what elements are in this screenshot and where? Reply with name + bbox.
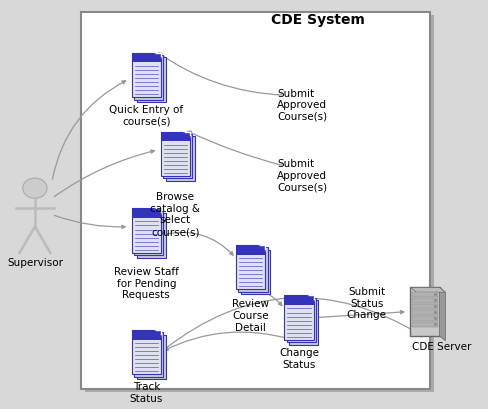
FancyBboxPatch shape [134, 55, 163, 99]
FancyBboxPatch shape [239, 247, 267, 292]
Text: Track
Status: Track Status [130, 382, 163, 404]
Polygon shape [410, 288, 446, 292]
FancyBboxPatch shape [285, 295, 314, 340]
Polygon shape [440, 288, 446, 341]
FancyBboxPatch shape [137, 335, 166, 379]
Text: CDE Server: CDE Server [412, 342, 472, 352]
FancyBboxPatch shape [163, 134, 192, 178]
FancyBboxPatch shape [412, 310, 438, 315]
FancyBboxPatch shape [412, 292, 438, 297]
FancyBboxPatch shape [85, 16, 434, 392]
Circle shape [23, 178, 47, 198]
FancyBboxPatch shape [412, 304, 438, 308]
FancyBboxPatch shape [412, 322, 438, 326]
Text: CDE System: CDE System [271, 13, 366, 27]
FancyBboxPatch shape [132, 330, 161, 339]
FancyBboxPatch shape [287, 298, 316, 342]
FancyBboxPatch shape [132, 53, 161, 63]
Text: Submit
Approved
Course(s): Submit Approved Course(s) [277, 89, 327, 122]
FancyBboxPatch shape [285, 295, 314, 305]
FancyBboxPatch shape [412, 316, 438, 321]
FancyBboxPatch shape [289, 300, 318, 345]
Text: Submit
Approved
Course(s): Submit Approved Course(s) [277, 160, 327, 193]
FancyBboxPatch shape [236, 245, 265, 255]
FancyBboxPatch shape [410, 288, 440, 336]
Text: Supervisor: Supervisor [7, 258, 63, 268]
FancyBboxPatch shape [132, 53, 161, 97]
FancyBboxPatch shape [81, 12, 430, 389]
FancyBboxPatch shape [161, 132, 190, 176]
Text: Quick Entry of
course(s): Quick Entry of course(s) [109, 105, 183, 127]
FancyBboxPatch shape [166, 136, 195, 181]
FancyBboxPatch shape [132, 209, 161, 253]
FancyBboxPatch shape [412, 298, 438, 303]
FancyBboxPatch shape [137, 58, 166, 102]
FancyBboxPatch shape [241, 250, 270, 294]
FancyBboxPatch shape [132, 330, 161, 374]
FancyBboxPatch shape [134, 332, 163, 377]
Text: Submit
Status
Change: Submit Status Change [347, 287, 387, 320]
FancyBboxPatch shape [137, 213, 166, 258]
FancyBboxPatch shape [134, 211, 163, 255]
Text: Browse
catalog &
select
course(s): Browse catalog & select course(s) [150, 192, 201, 237]
FancyBboxPatch shape [236, 245, 265, 290]
FancyBboxPatch shape [132, 209, 161, 218]
FancyBboxPatch shape [161, 132, 190, 142]
Text: Review Staff
for Pending
Requests: Review Staff for Pending Requests [114, 267, 179, 300]
Text: Review
Course
Detail: Review Course Detail [232, 299, 269, 333]
Text: Change
Status: Change Status [279, 348, 319, 370]
